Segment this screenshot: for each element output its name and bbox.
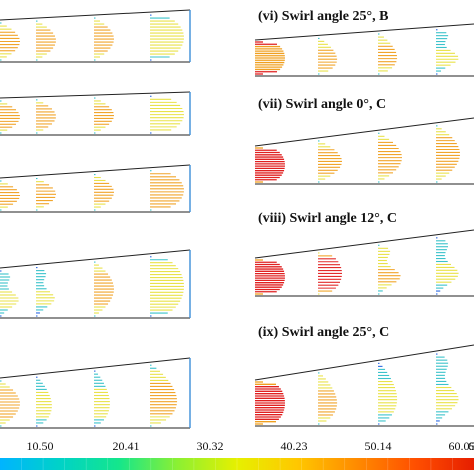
right-panel-1-profile-1 [318,37,338,75]
left-panel-5-profile-2 [36,376,52,427]
left-panel-1-profile-1 [0,22,20,61]
panel-title-vi: (vi) Swirl angle 25°, B [258,9,388,24]
panel-title-viii: (viii) Swirl angle 12°, C [258,211,397,226]
colorbar-tick-1: 10.50 [27,439,54,453]
right-panel-4-profile-2 [378,362,398,425]
right-panel-4-inlet [255,381,285,425]
left-panel-5-duct [0,357,191,429]
left-panel-2-profile-3 [94,97,114,134]
colorbar-tick-2: 20.41 [113,439,140,453]
colorbar-tick-5: 50.14 [365,439,392,453]
colorbar-gradient [0,458,474,470]
left-panel-4-profile-1 [0,270,19,317]
right-panel-3-profile-2 [378,244,401,295]
panel-title-vii: (vii) Swirl angle 0°, C [258,97,386,112]
left-panel-2-profile-4 [150,95,184,134]
left-panel-1-profile-4 [150,14,184,61]
right-column [254,23,474,427]
right-panel-4-duct [254,344,474,427]
left-panel-3-profile-2 [36,177,56,211]
left-column [0,9,191,429]
left-panel-4-duct [0,249,191,319]
left-panel-4-profile-2 [36,267,55,317]
right-panel-4-profile-3 [436,353,459,425]
left-panel-3-profile-1 [0,180,20,211]
right-panel-1-profile-3 [436,29,459,75]
right-panel-3-inlet [255,259,285,295]
left-panel-1-profile-2 [36,20,56,61]
left-panel-3-profile-4 [150,170,184,211]
right-panel-2-profile-2 [378,132,402,183]
left-panel-5-profile-3 [94,370,110,427]
colorbar-tick-3: 30.32 [197,439,224,453]
colorbar [0,458,474,470]
right-panel-3-duct [254,229,474,297]
left-panel-1-profile-3 [94,17,114,61]
right-panel-4-profile-1 [318,372,338,425]
left-panel-4-profile-4 [150,256,184,317]
left-panel-5-profile-4 [150,364,178,427]
colorbar-tick-6: 60.05 [449,439,474,453]
right-panel-2-profile-3 [436,125,460,183]
right-panel-1-profile-2 [378,33,398,75]
colorbar-tick-7: 6 [468,439,474,453]
right-panel-2-profile-1 [318,140,342,183]
right-panel-1-duct [254,23,474,77]
right-panel-1-inlet [255,41,285,75]
left-panel-1-duct [0,9,191,63]
left-panel-3-profile-3 [94,174,114,211]
right-panel-3-profile-3 [436,237,459,295]
colorbar-tick-4: 40.23 [281,439,308,453]
right-panel-2-duct [254,117,474,185]
right-panel-2-inlet [255,147,285,183]
left-panel-2-profile-1 [0,100,20,134]
panel-title-ix: (ix) Swirl angle 25°, C [258,325,389,340]
right-panel-3-profile-1 [318,252,342,295]
left-panel-2-duct [0,91,191,136]
left-panel-5-profile-1 [0,380,20,427]
left-panel-4-profile-3 [94,261,114,317]
left-panel-2-profile-2 [36,99,56,134]
left-panel-3-duct [0,164,191,213]
